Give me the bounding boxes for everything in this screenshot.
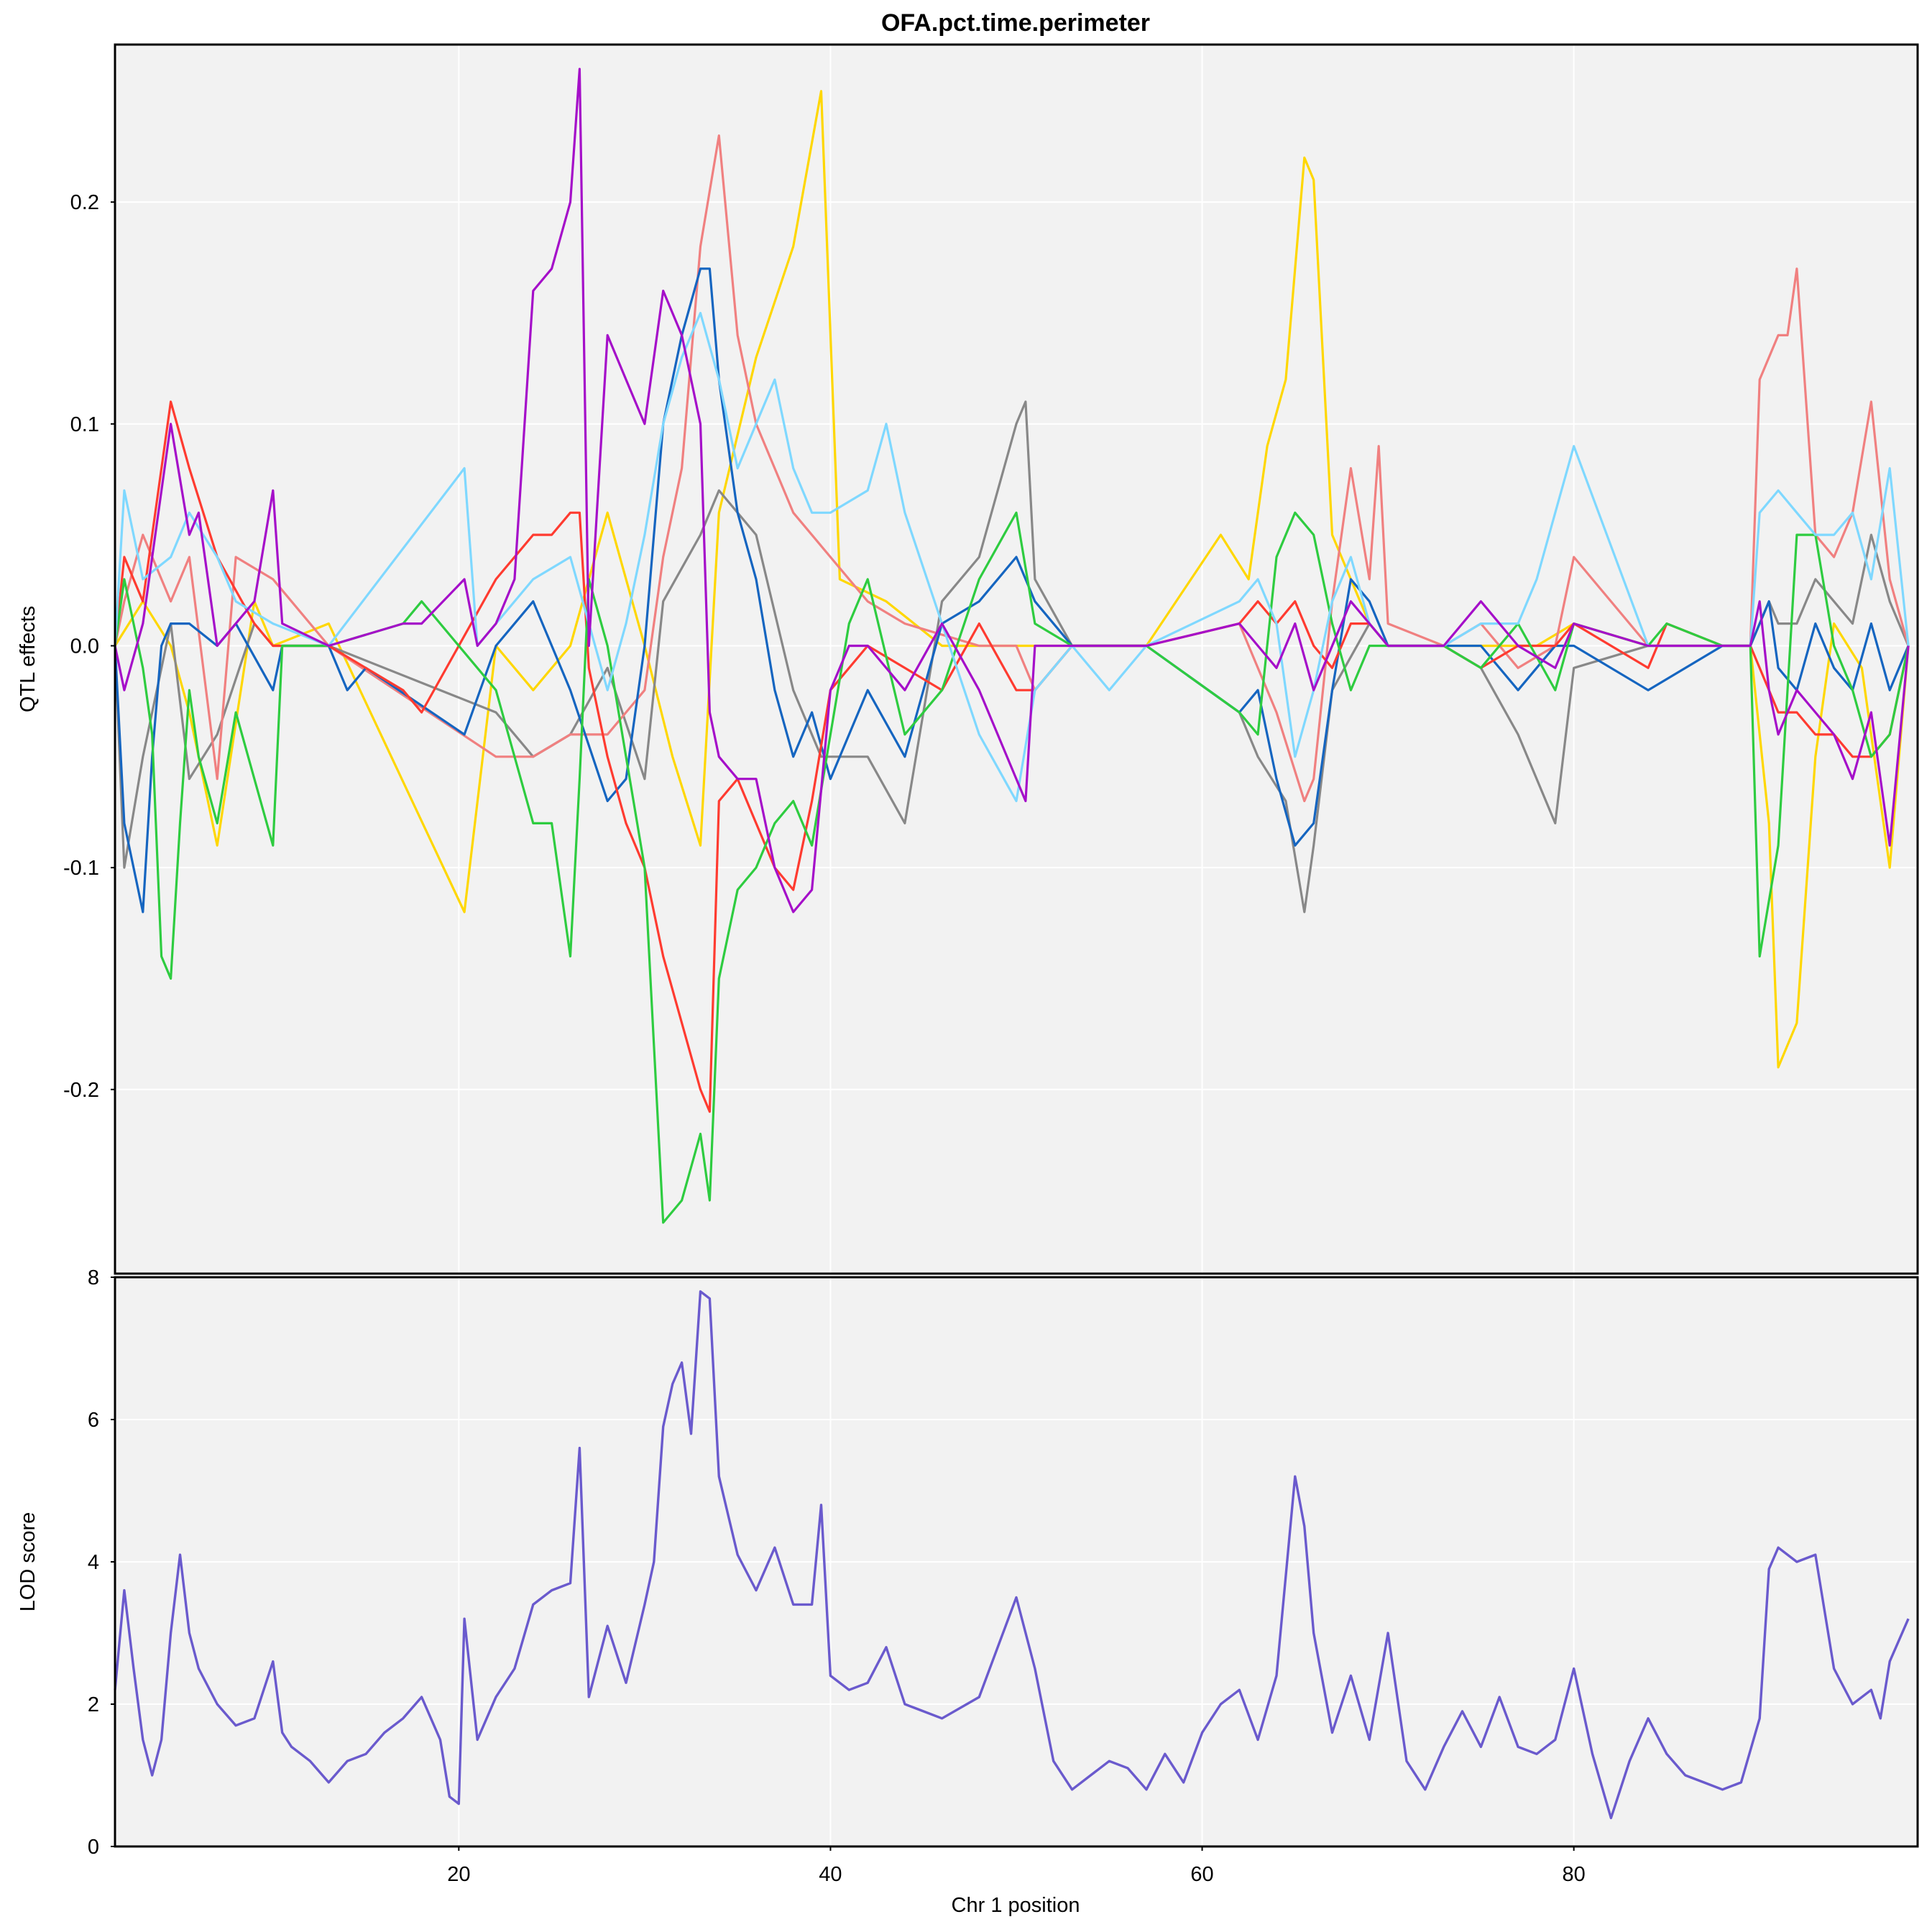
x-tick-label-2: 60 <box>1190 1863 1213 1886</box>
lod-y-tick-label-2: 4 <box>88 1551 99 1574</box>
lod-series-group <box>114 1290 1910 1820</box>
lod-y-axis-label: LOD score <box>17 1512 40 1612</box>
effects-y-tick-label-2: 0.0 <box>70 635 99 658</box>
lod-y-tick-label-4: 8 <box>88 1266 99 1289</box>
chart-title: OFA.pct.time.perimeter <box>881 9 1150 37</box>
effects-y-tick-label-4: 0.2 <box>70 191 99 214</box>
effects-grid <box>115 45 1918 1274</box>
x-tick-label-3: 80 <box>1563 1863 1586 1886</box>
effects-y-axis-label: QTL effects <box>17 606 40 712</box>
lod-panel: 0 2 4 6 8 LOD score <box>17 1266 1919 1859</box>
lod-series-0 <box>114 1290 1910 1820</box>
lod-y-tick-label-0: 0 <box>88 1836 99 1859</box>
x-axis: 20 40 60 80 <box>447 1846 1586 1886</box>
lod-y-axis: 0 2 4 6 8 <box>88 1266 115 1859</box>
x-tick-label-0: 20 <box>447 1863 470 1886</box>
effects-y-tick-label-3: 0.1 <box>70 413 99 436</box>
effects-series-group <box>114 68 1910 1224</box>
effects-panel-frame <box>114 43 1919 1275</box>
effects-y-tick-label-0: -0.2 <box>63 1079 99 1102</box>
x-tick-label-1: 40 <box>819 1863 842 1886</box>
effects-panel: -0.2 -0.1 0.0 0.1 0.2 QTL effects <box>17 43 1919 1275</box>
effects-y-tick-label-1: -0.1 <box>63 857 99 880</box>
lod-y-tick-label-3: 6 <box>88 1409 99 1432</box>
effects-series-7 <box>114 68 1910 914</box>
x-axis-label: Chr 1 position <box>952 1894 1080 1917</box>
lod-y-tick-label-1: 2 <box>88 1693 99 1716</box>
effects-panel-background <box>115 45 1918 1274</box>
effects-y-axis: -0.2 -0.1 0.0 0.1 0.2 <box>63 191 115 1102</box>
